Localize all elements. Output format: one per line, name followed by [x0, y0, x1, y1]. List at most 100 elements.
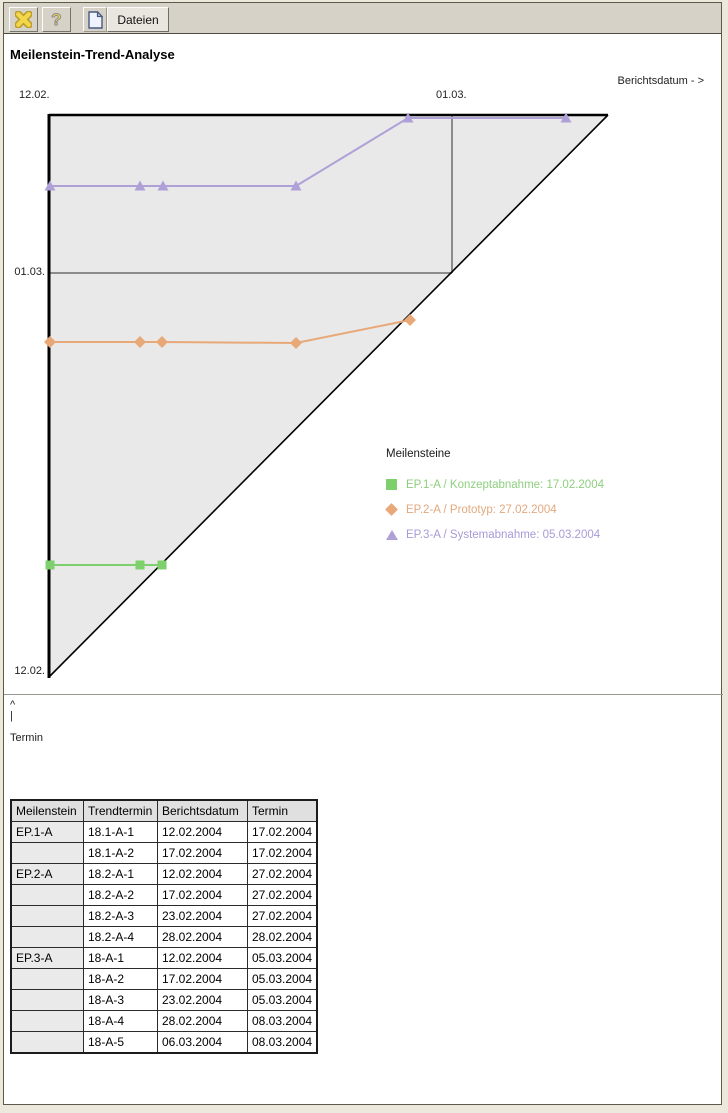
- table-cell: [10, 926, 84, 948]
- series-marker: [560, 112, 572, 123]
- series-marker: [134, 180, 146, 191]
- legend-label: EP.2-A / Prototyp: 27.02.2004: [406, 503, 557, 516]
- table-cell: 12.02.2004: [157, 947, 248, 969]
- table-cell: 18-A-2: [83, 968, 158, 990]
- table-cell: 17.02.2004: [247, 842, 318, 864]
- document-icon: [87, 10, 103, 29]
- y-tick-mid: 01.03.: [14, 266, 45, 278]
- table-cell: EP.3-A: [10, 947, 84, 969]
- x-tick-mid: 01.03.: [436, 89, 467, 101]
- table-header-cell: Termin: [247, 799, 318, 822]
- table-cell: 18.2-A-1: [83, 863, 158, 885]
- table-row: 18.2-A-2 17.02.2004 27.02.2004: [10, 884, 318, 906]
- series-marker: [45, 560, 55, 570]
- series-marker: [156, 336, 168, 348]
- help-button[interactable]: ?: [42, 7, 71, 32]
- table-cell: 17.02.2004: [157, 884, 248, 906]
- y-axis-bar: |: [10, 710, 13, 722]
- series-marker: [404, 314, 416, 326]
- page-title: Meilenstein-Trend-Analyse: [10, 47, 175, 62]
- square-marker-icon: [386, 479, 406, 490]
- table-header-cell: Berichtsdatum: [157, 799, 248, 822]
- legend-item: EP.3-A / Systemabnahme: 05.03.2004: [386, 526, 686, 543]
- legend-item: EP.1-A / Konzeptabnahme: 17.02.2004: [386, 476, 686, 493]
- table-cell: 28.02.2004: [157, 1010, 248, 1032]
- diamond-marker-icon: [385, 503, 406, 516]
- table-row: 18-A-2 17.02.2004 05.03.2004: [10, 968, 318, 990]
- table-cell: EP.2-A: [10, 863, 84, 885]
- series-marker: [134, 336, 146, 348]
- table-cell: 05.03.2004: [247, 968, 318, 990]
- dateien-button[interactable]: Dateien: [107, 7, 169, 32]
- series-marker: [157, 180, 169, 191]
- table-cell: 27.02.2004: [247, 884, 318, 906]
- table-row: EP.2-A 18.2-A-1 12.02.2004 27.02.2004: [10, 863, 318, 885]
- table-cell: 08.03.2004: [247, 1010, 318, 1032]
- table-cell: [10, 989, 84, 1011]
- table-row: 18.2-A-4 28.02.2004 28.02.2004: [10, 926, 318, 948]
- series-marker: [402, 112, 414, 123]
- table-cell: 12.02.2004: [157, 863, 248, 885]
- series-marker: [157, 560, 167, 570]
- table-cell: 12.02.2004: [157, 821, 248, 843]
- table-header-cell: Meilenstein: [10, 799, 84, 822]
- toolbar: ? Dateien: [4, 3, 721, 34]
- table-header-row: Meilenstein Trendtermin Berichtsdatum Termi…: [10, 799, 318, 822]
- table-row: 18.1-A-2 17.02.2004 17.02.2004: [10, 842, 318, 864]
- series-marker: [290, 180, 302, 191]
- series-line: [50, 117, 566, 187]
- question-mark-icon: ?: [51, 10, 62, 29]
- table-cell: 05.03.2004: [247, 989, 318, 1011]
- milestone-table: Meilenstein Trendtermin Berichtsdatum Termi…: [10, 799, 319, 1054]
- table-cell: 17.02.2004: [157, 968, 248, 990]
- table-cell: EP.1-A: [10, 821, 84, 843]
- series-marker: [135, 560, 145, 570]
- series-marker: [290, 337, 302, 349]
- table-cell: 28.02.2004: [157, 926, 248, 948]
- table-row: 18-A-5 06.03.2004 08.03.2004: [10, 1031, 318, 1054]
- table-cell: 28.02.2004: [247, 926, 318, 948]
- table-cell: [10, 905, 84, 927]
- table-cell: 23.02.2004: [157, 989, 248, 1011]
- table-row: 18-A-4 28.02.2004 08.03.2004: [10, 1010, 318, 1032]
- file-toolbar-group: Dateien: [83, 7, 169, 32]
- table-cell: 18.1-A-1: [83, 821, 158, 843]
- new-document-button[interactable]: [83, 7, 107, 32]
- table-cell: 18-A-1: [83, 947, 158, 969]
- table-cell: 05.03.2004: [247, 947, 318, 969]
- legend-title: Meilensteine: [386, 448, 451, 460]
- table-row: EP.3-A 18-A-1 12.02.2004 05.03.2004: [10, 947, 318, 969]
- close-x-icon: [15, 11, 32, 28]
- table-cell: [10, 1010, 84, 1032]
- chart-legend: Meilensteine EP.1-A / Konzeptabnahme: 17…: [385, 448, 686, 551]
- table-cell: 18-A-3: [83, 989, 158, 1011]
- table-cell: 27.02.2004: [247, 905, 318, 927]
- x-axis-caption: Berichtsdatum - >: [617, 75, 704, 87]
- table-cell: 27.02.2004: [247, 863, 318, 885]
- legend-label: EP.3-A / Systemabnahme: 05.03.2004: [406, 528, 601, 541]
- series-marker: [44, 180, 56, 191]
- table-header-cell: Trendtermin: [83, 799, 158, 822]
- table-cell: 18.2-A-4: [83, 926, 158, 948]
- y-axis-caret: ^: [10, 699, 16, 711]
- table-cell: 17.02.2004: [157, 842, 248, 864]
- panel-divider: [4, 694, 723, 695]
- table-cell: [10, 842, 84, 864]
- table-row: 18.2-A-3 23.02.2004 27.02.2004: [10, 905, 318, 927]
- table-cell: [10, 884, 84, 906]
- table-cell: [10, 968, 84, 990]
- y-tick-start: 12.02.: [14, 665, 45, 677]
- legend-label: EP.1-A / Konzeptabnahme: 17.02.2004: [406, 478, 604, 491]
- table-cell: [10, 1031, 84, 1054]
- table-row: 18-A-3 23.02.2004 05.03.2004: [10, 989, 318, 1011]
- series-marker: [44, 336, 56, 348]
- table-cell: 23.02.2004: [157, 905, 248, 927]
- triangle-marker-icon: [386, 529, 406, 540]
- close-button[interactable]: [9, 7, 38, 32]
- legend-item: EP.2-A / Prototyp: 27.02.2004: [385, 501, 686, 518]
- x-tick-start: 12.02.: [19, 89, 50, 101]
- table-cell: 18-A-5: [83, 1031, 158, 1054]
- table-cell: 17.02.2004: [247, 821, 318, 843]
